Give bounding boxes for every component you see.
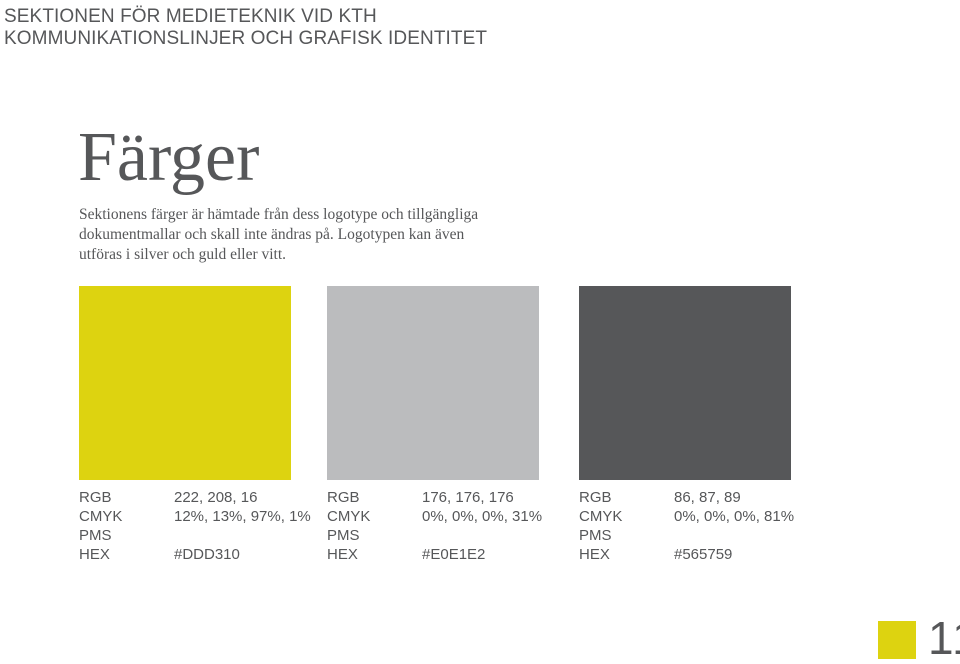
spec-value: #DDD310 xyxy=(174,546,240,563)
spec-value: 222, 208, 16 xyxy=(174,489,258,506)
spec-row-cmyk: CMYK 0%, 0%, 0%, 81% xyxy=(579,507,794,526)
spec-row-hex: HEX #E0E1E2 xyxy=(327,545,542,564)
intro-line: Sektionens färger är hämtade från dess l… xyxy=(79,206,479,223)
spec-value: #E0E1E2 xyxy=(422,546,486,563)
page-number: 11 xyxy=(928,612,960,664)
spec-label: HEX xyxy=(79,546,110,563)
spec-row-pms: PMS xyxy=(579,526,794,545)
intro-paragraph: Sektionens färger är hämtade från dess l… xyxy=(79,205,549,265)
spec-row-pms: PMS xyxy=(79,526,311,545)
spec-label: HEX xyxy=(327,546,358,563)
spec-row-rgb: RGB 86, 87, 89 xyxy=(579,488,794,507)
spec-row-cmyk: CMYK 12%, 13%, 97%, 1% xyxy=(79,507,311,526)
spec-value: 12%, 13%, 97%, 1% xyxy=(174,508,311,525)
spec-label: CMYK xyxy=(327,508,371,525)
spec-label: CMYK xyxy=(79,508,123,525)
spec-value: 0%, 0%, 0%, 31% xyxy=(422,508,543,525)
spec-value: 0%, 0%, 0%, 81% xyxy=(674,508,795,525)
color-specs-yellow: RGB 222, 208, 16 CMYK 12%, 13%, 97%, 1% PM… xyxy=(79,488,311,564)
color-specs-silver: RGB 176, 176, 176 CMYK 0%, 0%, 0%, 31% PMS… xyxy=(327,488,542,564)
intro-line: utföras i silver och guld eller vitt. xyxy=(79,246,287,263)
spec-label: CMYK xyxy=(579,508,623,525)
spec-label: PMS xyxy=(579,527,612,544)
spec-row-pms: PMS xyxy=(327,526,542,545)
header-line-2: KOMMUNIKATIONSLINJER OCH GRAFISK IDENTIT… xyxy=(4,28,488,49)
color-swatch-silver xyxy=(327,286,539,480)
spec-value: 176, 176, 176 xyxy=(422,489,514,506)
spec-row-cmyk: CMYK 0%, 0%, 0%, 31% xyxy=(327,507,542,526)
spec-value: 86, 87, 89 xyxy=(674,489,741,506)
spec-row-rgb: RGB 222, 208, 16 xyxy=(79,488,311,507)
page-marker-block xyxy=(878,621,916,659)
spec-row-hex: HEX #DDD310 xyxy=(79,545,311,564)
spec-label: PMS xyxy=(327,527,360,544)
spec-row-hex: HEX #565759 xyxy=(579,545,794,564)
spec-label: PMS xyxy=(79,527,112,544)
spec-value: #565759 xyxy=(674,546,733,563)
spec-label: HEX xyxy=(579,546,610,563)
document-header: SEKTIONEN FÖR MEDIETEKNIK VID KTH KOMMUN… xyxy=(4,6,487,50)
header-line-1: SEKTIONEN FÖR MEDIETEKNIK VID KTH xyxy=(4,6,377,27)
spec-row-rgb: RGB 176, 176, 176 xyxy=(327,488,542,507)
spec-label: RGB xyxy=(79,489,112,506)
page-title: Färger xyxy=(78,119,260,196)
color-specs-gray: RGB 86, 87, 89 CMYK 0%, 0%, 0%, 81% PMS HE… xyxy=(579,488,794,564)
intro-line: dokumentmallar och skall inte ändras på.… xyxy=(79,226,465,243)
spec-label: RGB xyxy=(327,489,360,506)
color-swatch-gray xyxy=(579,286,791,480)
color-swatch-yellow xyxy=(79,286,291,480)
spec-label: RGB xyxy=(579,489,612,506)
